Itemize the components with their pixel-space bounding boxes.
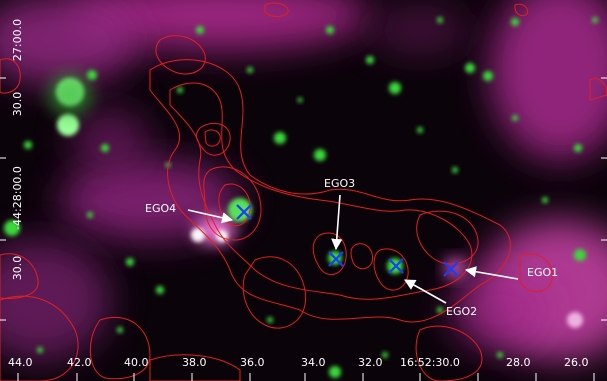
x-tick-label: 40.0 [124, 356, 149, 369]
x-tick-label: 26.0 [564, 356, 589, 369]
ego3-marker [328, 251, 344, 267]
ego2-label: EGO2 [446, 305, 477, 318]
y-tick-label: 30.0 [11, 92, 24, 117]
x-tick-label: 36.0 [240, 356, 265, 369]
y-tick-label: 30.0 [11, 256, 24, 281]
axis-ticks [0, 77, 607, 381]
x-axis-labels: 44.0 42.0 40.0 38.0 36.0 34.0 32.0 16:52… [8, 356, 589, 369]
x-tick-label: 16:52:30.0 [400, 356, 460, 369]
x-tick-label: 34.0 [301, 356, 326, 369]
y-tick-label: 27:00.0 [11, 19, 24, 61]
ego-arrows [187, 194, 519, 304]
ego4-arrow [187, 209, 234, 224]
x-tick-label: 38.0 [182, 356, 207, 369]
x-tick-label: 32.0 [358, 356, 383, 369]
ego4-label: EGO4 [145, 202, 176, 215]
x-tick-label: 42.0 [67, 356, 92, 369]
magenta-nebula [0, 0, 607, 360]
ego3-label: EGO3 [324, 177, 355, 190]
ego1-arrow [464, 266, 519, 280]
y-axis-labels: 27:00.0 30.0 -44:28:00.0 30.0 [11, 19, 24, 280]
ego1-marker [443, 261, 459, 277]
ego1-label: EGO1 [527, 266, 558, 279]
x-tick-label: 44.0 [8, 356, 33, 369]
ego2-arrow [404, 279, 447, 304]
y-tick-label: -44:28:00.0 [11, 166, 24, 230]
ego4-marker [236, 204, 252, 220]
ego3-arrow [331, 194, 343, 251]
ego2-marker [388, 258, 404, 274]
x-tick-label: 28.0 [506, 356, 531, 369]
